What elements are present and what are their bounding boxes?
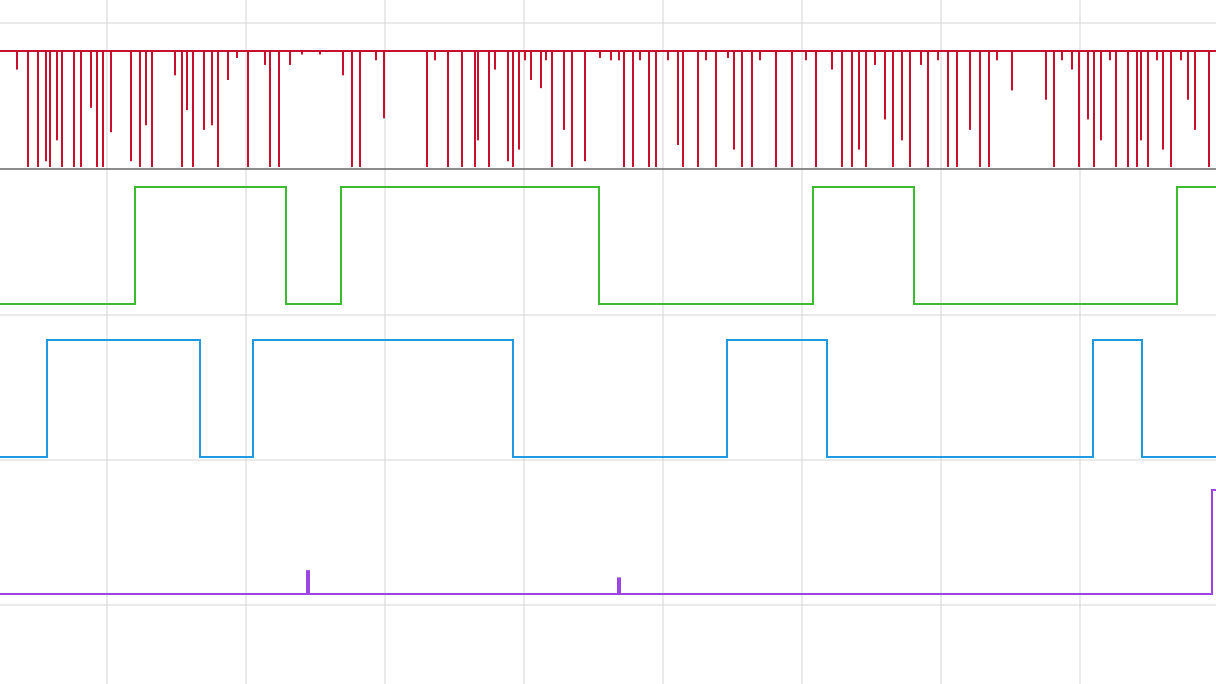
trace xyxy=(0,186,1216,305)
trace xyxy=(0,339,1216,458)
trace xyxy=(0,489,1216,595)
